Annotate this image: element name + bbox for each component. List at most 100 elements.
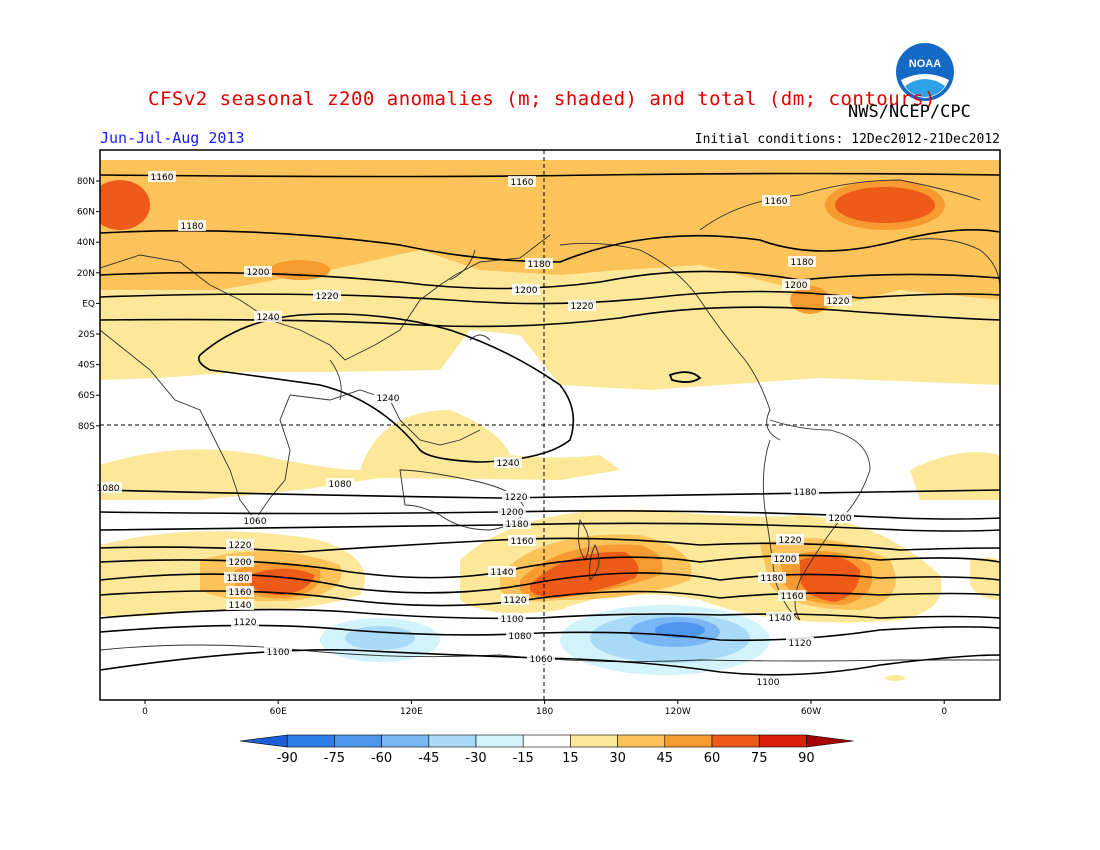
contour-label-bg — [776, 534, 804, 545]
contour-label: 1140 — [229, 601, 252, 611]
colorbar-label: -30 — [465, 751, 486, 766]
latitude-label: 60N — [77, 208, 95, 218]
contour-label-bg — [512, 284, 540, 295]
colorbar-segment — [475, 734, 524, 748]
contour-label: 1080 — [509, 632, 532, 642]
latitude-label: 60S — [78, 391, 95, 401]
contour-label: 1140 — [491, 568, 514, 578]
organization-label: NWS/NCEP/CPC — [848, 102, 971, 122]
contour-label: 1140 — [769, 614, 792, 624]
latitude-label: 40N — [77, 238, 95, 248]
contour-label-bg — [826, 512, 854, 523]
colorbar-label: -15 — [513, 751, 534, 766]
contour-label: 1220 — [827, 297, 850, 307]
contour-label-bg — [754, 676, 782, 687]
contour-label-bg — [241, 515, 269, 526]
contour-label-bg — [824, 295, 852, 306]
contour-label-bg — [178, 220, 206, 231]
contour-label: 1240 — [377, 394, 400, 404]
contour-label-bg — [508, 176, 536, 187]
contour-label-bg — [326, 478, 354, 489]
contour-label-bg — [94, 482, 122, 493]
contour-label-bg — [226, 586, 254, 597]
longitude-label: 180 — [536, 707, 553, 717]
contour-label: 1200 — [774, 555, 797, 565]
colorbar-label: 15 — [562, 751, 579, 766]
contour-label-bg — [506, 630, 534, 641]
longitude-label: 60E — [270, 707, 287, 717]
contour-label: 1160 — [781, 592, 804, 602]
longitude-label: 0 — [142, 707, 148, 717]
initial-conditions: Initial conditions: 12Dec2012-21Dec2012 — [694, 132, 1000, 147]
contour-label: 1100 — [267, 648, 290, 658]
colorbar-segment — [664, 734, 713, 748]
longitude-axis: 0 60E 120E 180 120W 60W 0 — [142, 700, 947, 717]
latitude-label: 80S — [78, 422, 95, 432]
latitude-label: 20N — [77, 269, 95, 279]
contour-label-bg — [525, 258, 553, 269]
contour-label-bg — [498, 613, 526, 624]
contour-label-bg — [786, 637, 814, 648]
contour-label-bg — [231, 616, 259, 627]
contour-label: 1200 — [829, 514, 852, 524]
latitude-label: 80N — [77, 177, 95, 187]
colorbar-label: -60 — [371, 751, 392, 766]
contour-label-bg — [313, 290, 341, 301]
colorbar-label: 60 — [704, 751, 721, 766]
contour-label-bg — [766, 612, 794, 623]
contour-label: 1200 — [501, 508, 524, 518]
contour-label-bg — [508, 535, 536, 546]
contour-label-bg — [224, 572, 252, 583]
contour-label-bg — [264, 646, 292, 657]
contour-label-bg — [771, 553, 799, 564]
contour-label: 1060 — [530, 655, 553, 665]
contour-label: 1180 — [227, 574, 250, 584]
contour-label: 1200 — [515, 286, 538, 296]
colorbar-segment — [570, 734, 618, 748]
longitude-label: 60W — [801, 707, 821, 717]
colorbar-label: -90 — [277, 751, 298, 766]
contour-label: 1080 — [329, 480, 352, 490]
colorbar-segment — [286, 734, 335, 748]
contour-label: 1200 — [247, 268, 270, 278]
map-frame — [99, 149, 1001, 701]
colorbar-label: 75 — [751, 751, 768, 766]
contour-label-bg — [503, 518, 531, 529]
contour-label: 1240 — [257, 313, 280, 323]
contour-label: 1200 — [785, 281, 808, 291]
contour-label: 1200 — [229, 558, 252, 568]
contour-label: 1180 — [761, 574, 784, 584]
height-contours — [100, 172, 1000, 676]
contour-label: 1100 — [757, 678, 780, 688]
longitude-label: 0 — [941, 707, 947, 717]
contour-label: 1120 — [504, 596, 527, 606]
contour-label: 1180 — [794, 488, 817, 498]
contour-label-bg — [494, 457, 522, 468]
logo-text: NOAA — [909, 58, 941, 70]
latitude-label: 40S — [78, 361, 95, 371]
contour-label-bg — [778, 590, 806, 601]
contour-label-bg — [226, 556, 254, 567]
contour-label-bg — [502, 491, 530, 502]
contour-label-bg — [498, 506, 526, 517]
contour-label: 1080 — [97, 484, 120, 494]
contour-label: 1180 — [506, 520, 529, 530]
contour-label-bg — [782, 279, 810, 290]
contour-label: 1160 — [511, 178, 534, 188]
contour-label: 1220 — [505, 493, 528, 503]
contour-label-bg — [226, 599, 254, 610]
contour-label: 1180 — [181, 222, 204, 232]
colorbar-label: 45 — [657, 751, 674, 766]
contour-labels: 1160 1180 1200 1220 1240 1160 1180 1200 1220 1240… — [94, 171, 854, 688]
contour-label: 1160 — [229, 588, 252, 598]
contour-label: 1220 — [229, 541, 252, 551]
contour-label: 1180 — [791, 258, 814, 268]
contour-label: 1220 — [571, 302, 594, 312]
contour-label-bg — [791, 486, 819, 497]
colorbar-segment — [711, 734, 760, 748]
colorbar-label: 90 — [798, 751, 815, 766]
colorbar-arrow-right — [806, 734, 854, 748]
contour-label: 1120 — [234, 618, 257, 628]
contour-label-bg — [568, 300, 596, 311]
